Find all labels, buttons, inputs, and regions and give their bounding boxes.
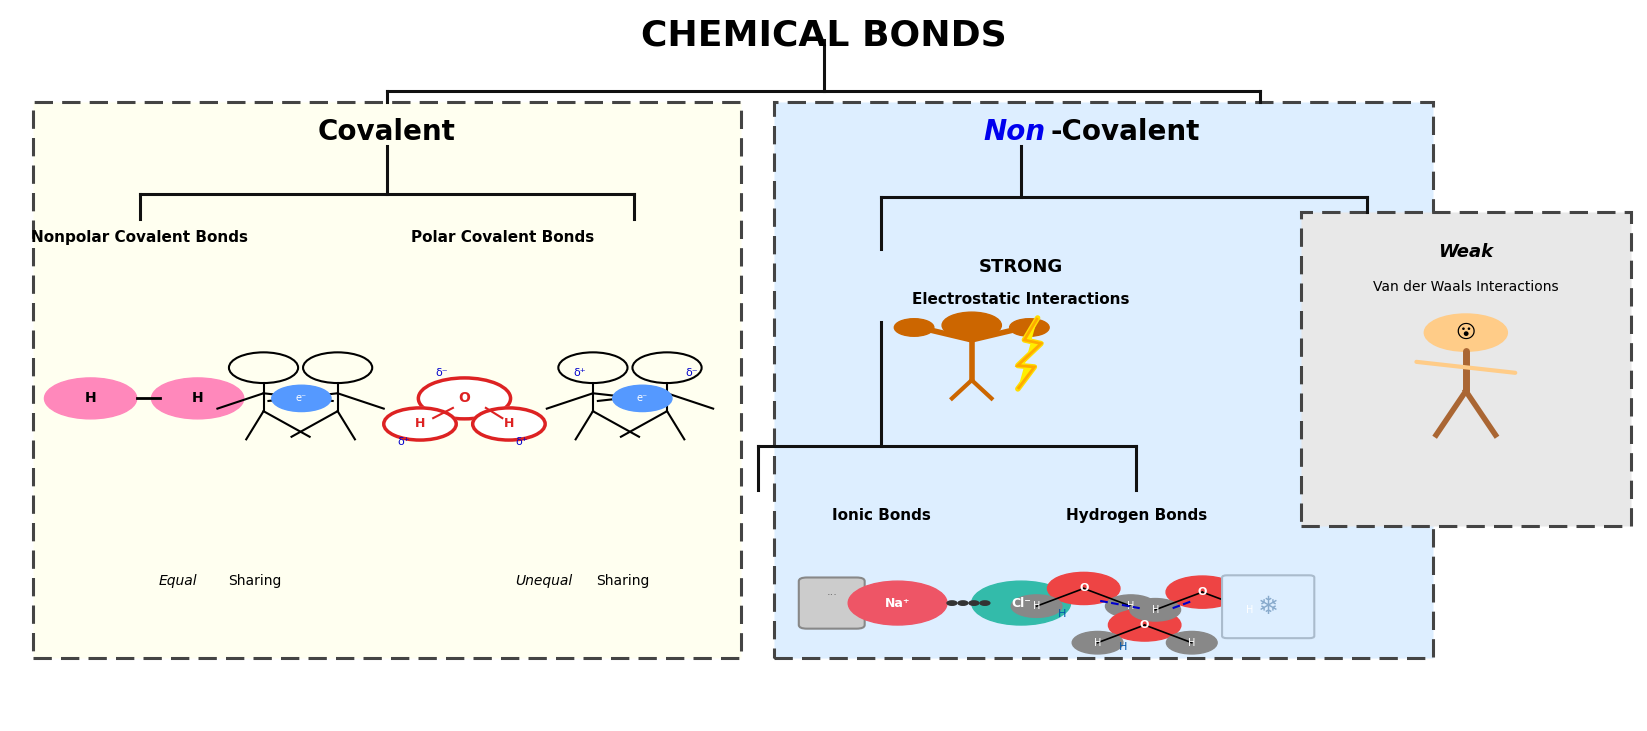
FancyBboxPatch shape (1301, 212, 1631, 526)
FancyBboxPatch shape (33, 102, 741, 658)
Circle shape (1166, 632, 1217, 654)
FancyBboxPatch shape (774, 102, 1433, 658)
Text: Electrostatic Interactions: Electrostatic Interactions (912, 292, 1130, 307)
Text: e⁻: e⁻ (637, 393, 647, 404)
Text: Sharing: Sharing (229, 574, 282, 588)
Text: δ⁺: δ⁺ (573, 368, 586, 378)
Text: Hydrogen Bonds: Hydrogen Bonds (1066, 508, 1207, 523)
Circle shape (1010, 319, 1049, 336)
Circle shape (384, 408, 456, 440)
Text: O: O (1197, 587, 1207, 597)
Circle shape (894, 319, 934, 336)
Text: H: H (1245, 605, 1253, 615)
Text: O: O (458, 391, 471, 406)
Circle shape (1224, 599, 1275, 621)
Text: H: H (504, 417, 514, 431)
Text: Cl⁻: Cl⁻ (1011, 596, 1031, 610)
Text: δ⁻: δ⁻ (685, 368, 698, 378)
Text: ...: ... (827, 587, 837, 597)
Circle shape (272, 385, 331, 412)
Text: H: H (1094, 637, 1102, 648)
Text: Van der Waals Interactions: Van der Waals Interactions (1374, 279, 1558, 294)
Text: Non: Non (983, 118, 1046, 145)
Text: Covalent: Covalent (318, 118, 456, 145)
Text: Equal: Equal (158, 574, 198, 588)
Circle shape (947, 601, 957, 605)
Text: O: O (1140, 620, 1150, 630)
Circle shape (613, 385, 672, 412)
Text: Nonpolar Covalent Bonds: Nonpolar Covalent Bonds (31, 230, 249, 245)
Text: Ionic Bonds: Ionic Bonds (832, 508, 931, 523)
Polygon shape (1018, 318, 1041, 389)
Text: H: H (1033, 601, 1041, 611)
Text: 😮: 😮 (1456, 323, 1476, 342)
Circle shape (1425, 314, 1507, 351)
Circle shape (1047, 572, 1120, 605)
FancyBboxPatch shape (1222, 575, 1314, 638)
Text: H: H (191, 391, 204, 406)
Text: H: H (1187, 637, 1196, 648)
Text: Polar Covalent Bonds: Polar Covalent Bonds (410, 230, 595, 245)
Circle shape (848, 581, 947, 625)
Circle shape (473, 408, 545, 440)
Circle shape (980, 601, 990, 605)
Text: Weak: Weak (1438, 243, 1494, 261)
Text: H: H (1127, 601, 1135, 611)
Text: O: O (1079, 583, 1089, 594)
Text: ❄: ❄ (1258, 595, 1278, 618)
Circle shape (1166, 576, 1239, 608)
Text: H: H (1118, 642, 1128, 652)
Circle shape (972, 581, 1071, 625)
Circle shape (1130, 599, 1181, 621)
FancyBboxPatch shape (799, 577, 865, 629)
Circle shape (418, 378, 511, 419)
Text: δ⁻: δ⁻ (435, 368, 448, 378)
Circle shape (44, 378, 137, 419)
Text: H: H (1151, 605, 1159, 615)
Circle shape (152, 378, 244, 419)
Text: Na⁺: Na⁺ (884, 596, 911, 610)
Circle shape (968, 601, 978, 605)
Text: Unequal: Unequal (516, 574, 572, 588)
Text: δ⁺: δ⁺ (516, 437, 529, 447)
Text: H: H (84, 391, 97, 406)
Circle shape (1108, 609, 1181, 641)
Circle shape (1105, 595, 1156, 618)
Text: e⁻: e⁻ (296, 393, 306, 404)
Circle shape (959, 601, 968, 605)
Text: Sharing: Sharing (596, 574, 649, 588)
Circle shape (1011, 595, 1062, 618)
Text: CHEMICAL BONDS: CHEMICAL BONDS (641, 18, 1006, 53)
Text: H: H (415, 417, 425, 431)
Circle shape (942, 312, 1001, 338)
Text: δ⁺: δ⁺ (397, 437, 410, 447)
Text: STRONG: STRONG (978, 258, 1064, 276)
Circle shape (1072, 632, 1123, 654)
Text: -Covalent: -Covalent (1051, 118, 1201, 145)
Text: H: H (1057, 609, 1067, 619)
